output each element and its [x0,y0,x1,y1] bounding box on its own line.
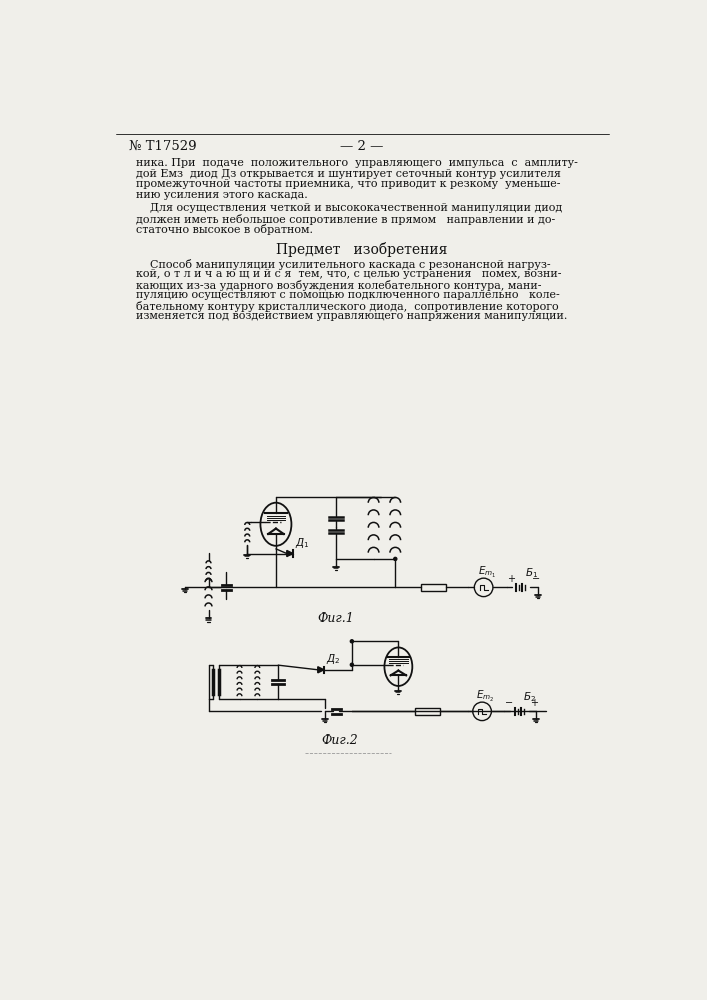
Circle shape [351,663,354,666]
Text: изменяется под воздействием управляющего напряжения манипуляции.: изменяется под воздействием управляющего… [136,311,568,321]
Text: пуляцию осуществляют с помощью подключенного параллельно   коле-: пуляцию осуществляют с помощью подключен… [136,290,560,300]
Text: Фиг.1: Фиг.1 [317,612,354,625]
Text: Предмет   изобретения: Предмет изобретения [276,242,448,257]
Text: Для осуществления четкой и высококачественной манипуляции диод: Для осуществления четкой и высококачеств… [136,203,563,213]
Text: промежуточной частоты приемника, что приводит к резкому  уменьше-: промежуточной частоты приемника, что при… [136,179,561,189]
Text: +: + [507,574,515,584]
Text: № T17529: № T17529 [129,140,197,153]
Text: кающих из-за ударного возбуждения колебательного контура, мани-: кающих из-за ударного возбуждения колеба… [136,280,542,291]
Text: ника. При  подаче  положительного  управляющего  импульса  с  амплиту-: ника. При подаче положительного управляю… [136,158,578,168]
Polygon shape [287,550,293,557]
Text: $Д_1$: $Д_1$ [296,537,310,550]
Text: $E_{m_1}$: $E_{m_1}$ [478,565,496,580]
Text: кой, о т л и ч а ю щ и й с я  тем, что, с целью устранения   помех, возни-: кой, о т л и ч а ю щ и й с я тем, что, с… [136,269,562,279]
Text: $Д_2$: $Д_2$ [327,653,341,666]
Text: — 2 —: — 2 — [340,140,384,153]
Text: нию усиления этого каскада.: нию усиления этого каскада. [136,190,308,200]
Circle shape [351,640,354,643]
Polygon shape [317,667,324,673]
Text: −: − [532,574,540,584]
Text: дой Емз  диод Дз открывается и шунтирует сеточный контур усилителя: дой Емз диод Дз открывается и шунтирует … [136,169,561,179]
Text: +: + [530,698,538,708]
Text: должен иметь небольшое сопротивление в прямом   направлении и до-: должен иметь небольшое сопротивление в п… [136,214,556,225]
Circle shape [394,557,397,560]
Text: $Б_1$: $Б_1$ [525,567,538,580]
Bar [416,708,440,715]
Text: статочно высокое в обратном.: статочно высокое в обратном. [136,224,313,235]
Text: бательному контуру кристаллического диода,  сопротивление которого: бательному контуру кристаллического диод… [136,301,559,312]
Text: $Б_2$: $Б_2$ [523,691,536,704]
Text: Фиг.2: Фиг.2 [321,734,358,747]
Text: −: − [506,698,513,708]
Bar [421,584,445,591]
Text: Способ манипуляции усилительного каскада с резонансной нагруз-: Способ манипуляции усилительного каскада… [136,259,551,270]
Text: $E_{m_2}$: $E_{m_2}$ [476,689,494,704]
